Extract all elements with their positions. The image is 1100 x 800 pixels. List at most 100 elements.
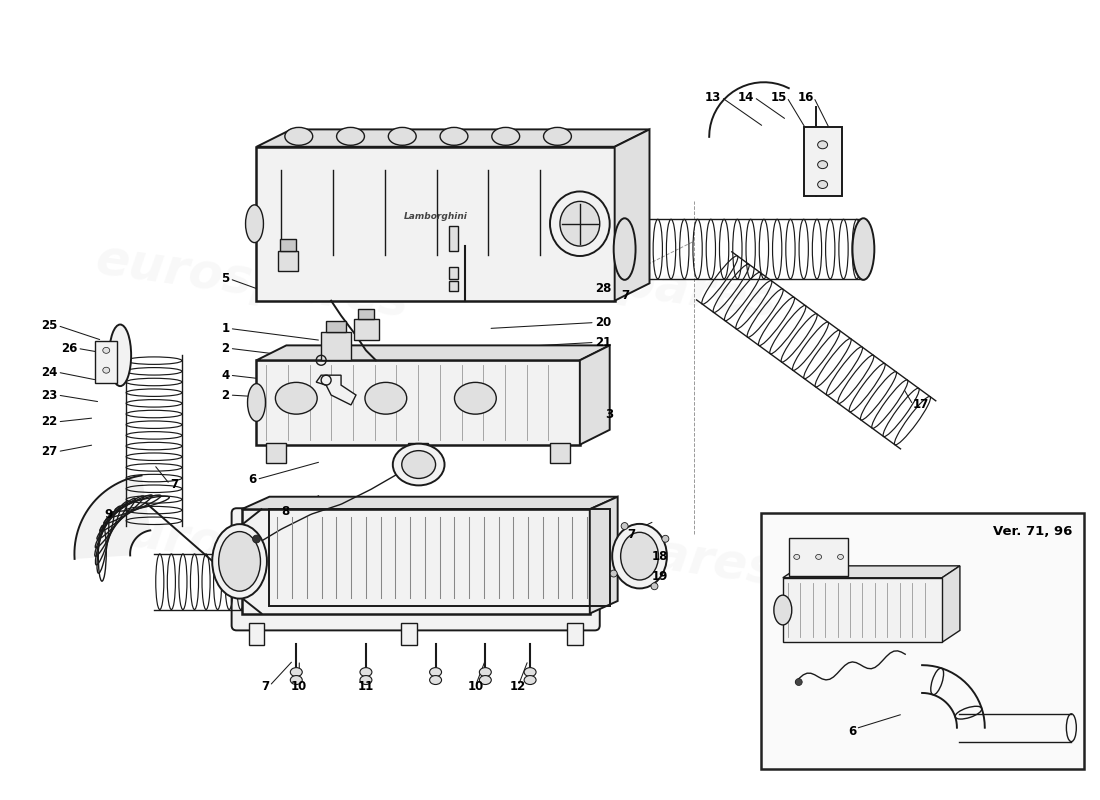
Bar (278, 251, 298, 271)
Ellipse shape (430, 675, 441, 685)
Polygon shape (256, 360, 580, 445)
Bar (761, 514, 1085, 770)
Ellipse shape (454, 382, 496, 414)
Bar (449, 281, 459, 290)
Text: 27: 27 (42, 445, 57, 458)
Ellipse shape (393, 444, 444, 486)
Text: 10: 10 (292, 679, 307, 693)
Ellipse shape (774, 595, 792, 625)
Bar (550, 442, 570, 462)
Bar (326, 321, 346, 333)
Text: eurospares: eurospares (91, 503, 411, 594)
Ellipse shape (290, 668, 303, 677)
Ellipse shape (621, 522, 628, 530)
Ellipse shape (524, 668, 536, 677)
Ellipse shape (524, 675, 536, 685)
Ellipse shape (480, 668, 492, 677)
Ellipse shape (360, 668, 372, 677)
Bar (321, 333, 351, 360)
Bar (96, 342, 118, 383)
Text: 20: 20 (595, 316, 610, 329)
Polygon shape (256, 346, 609, 360)
Ellipse shape (543, 127, 571, 146)
Bar (354, 318, 378, 341)
Bar (783, 578, 942, 642)
Ellipse shape (816, 554, 822, 559)
Ellipse shape (102, 347, 110, 354)
Polygon shape (256, 146, 615, 301)
Text: 16: 16 (798, 90, 814, 104)
Bar (789, 538, 848, 576)
Text: 21: 21 (595, 336, 610, 349)
Text: 5: 5 (221, 272, 230, 286)
Ellipse shape (430, 668, 441, 677)
Text: 7: 7 (628, 527, 636, 541)
Text: 8: 8 (282, 505, 289, 518)
Text: 1: 1 (221, 322, 230, 335)
Text: eurospares: eurospares (460, 235, 780, 326)
Bar (280, 239, 296, 251)
Bar (270, 510, 609, 606)
Polygon shape (242, 497, 618, 510)
Polygon shape (580, 346, 609, 445)
Ellipse shape (550, 191, 609, 256)
FancyBboxPatch shape (232, 508, 600, 630)
Text: 4: 4 (221, 369, 230, 382)
Text: 13: 13 (705, 90, 722, 104)
Ellipse shape (817, 141, 827, 149)
Polygon shape (942, 566, 960, 642)
Ellipse shape (402, 450, 436, 478)
Text: 18: 18 (651, 550, 668, 563)
Ellipse shape (219, 531, 261, 591)
Text: 28: 28 (595, 282, 612, 295)
Text: 23: 23 (42, 389, 57, 402)
Ellipse shape (285, 127, 312, 146)
Ellipse shape (248, 384, 265, 422)
Ellipse shape (794, 554, 800, 559)
Ellipse shape (817, 161, 827, 169)
Ellipse shape (245, 205, 264, 242)
Bar (449, 226, 459, 251)
Polygon shape (256, 130, 649, 146)
Text: 15: 15 (770, 90, 786, 104)
Ellipse shape (662, 535, 669, 542)
Ellipse shape (613, 524, 667, 589)
Text: Ver. 71, 96: Ver. 71, 96 (993, 525, 1072, 538)
Bar (566, 623, 583, 646)
Bar (449, 267, 459, 279)
Ellipse shape (795, 678, 802, 686)
Ellipse shape (290, 675, 303, 685)
Ellipse shape (360, 675, 372, 685)
Bar (266, 442, 286, 462)
Text: 22: 22 (42, 415, 57, 428)
Text: eurospares: eurospares (460, 503, 780, 594)
Text: 2: 2 (221, 389, 230, 402)
Text: 6: 6 (249, 473, 256, 486)
Text: 11: 11 (358, 679, 374, 693)
Ellipse shape (212, 524, 267, 598)
Ellipse shape (440, 127, 467, 146)
Text: 19: 19 (651, 570, 668, 583)
Ellipse shape (102, 367, 110, 373)
Bar (804, 127, 842, 197)
Ellipse shape (388, 127, 416, 146)
Text: 14: 14 (738, 90, 754, 104)
Bar (400, 623, 417, 646)
Bar (408, 442, 428, 462)
Text: 24: 24 (41, 366, 57, 378)
Ellipse shape (852, 218, 874, 280)
Polygon shape (615, 130, 649, 301)
Ellipse shape (253, 535, 261, 543)
Text: 10: 10 (468, 679, 484, 693)
Text: 7: 7 (621, 290, 630, 302)
Text: 3: 3 (605, 408, 613, 422)
Text: 17: 17 (913, 398, 930, 411)
Text: 26: 26 (60, 342, 77, 355)
Ellipse shape (837, 554, 844, 559)
Ellipse shape (614, 218, 636, 280)
Text: 6: 6 (848, 725, 857, 738)
Polygon shape (590, 497, 618, 614)
Text: Lamborghini: Lamborghini (404, 211, 468, 221)
Text: 25: 25 (41, 319, 57, 332)
Polygon shape (242, 510, 590, 614)
